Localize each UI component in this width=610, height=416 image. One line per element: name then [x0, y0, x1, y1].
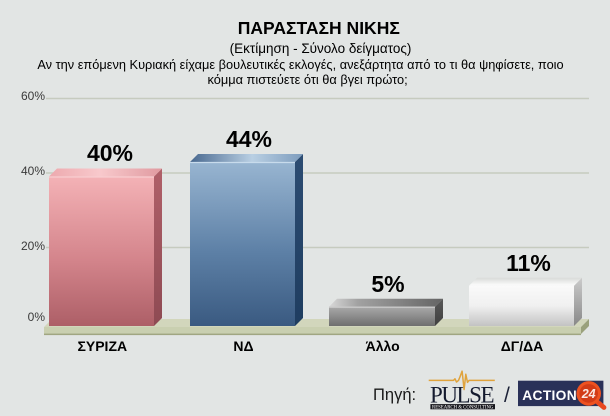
svg-text:RESEARCH & CONSULTING: RESEARCH & CONSULTING [432, 405, 494, 410]
svg-text:ACTION: ACTION [522, 388, 577, 403]
svg-text:PULSE: PULSE [430, 383, 495, 408]
svg-text:24: 24 [581, 387, 596, 401]
